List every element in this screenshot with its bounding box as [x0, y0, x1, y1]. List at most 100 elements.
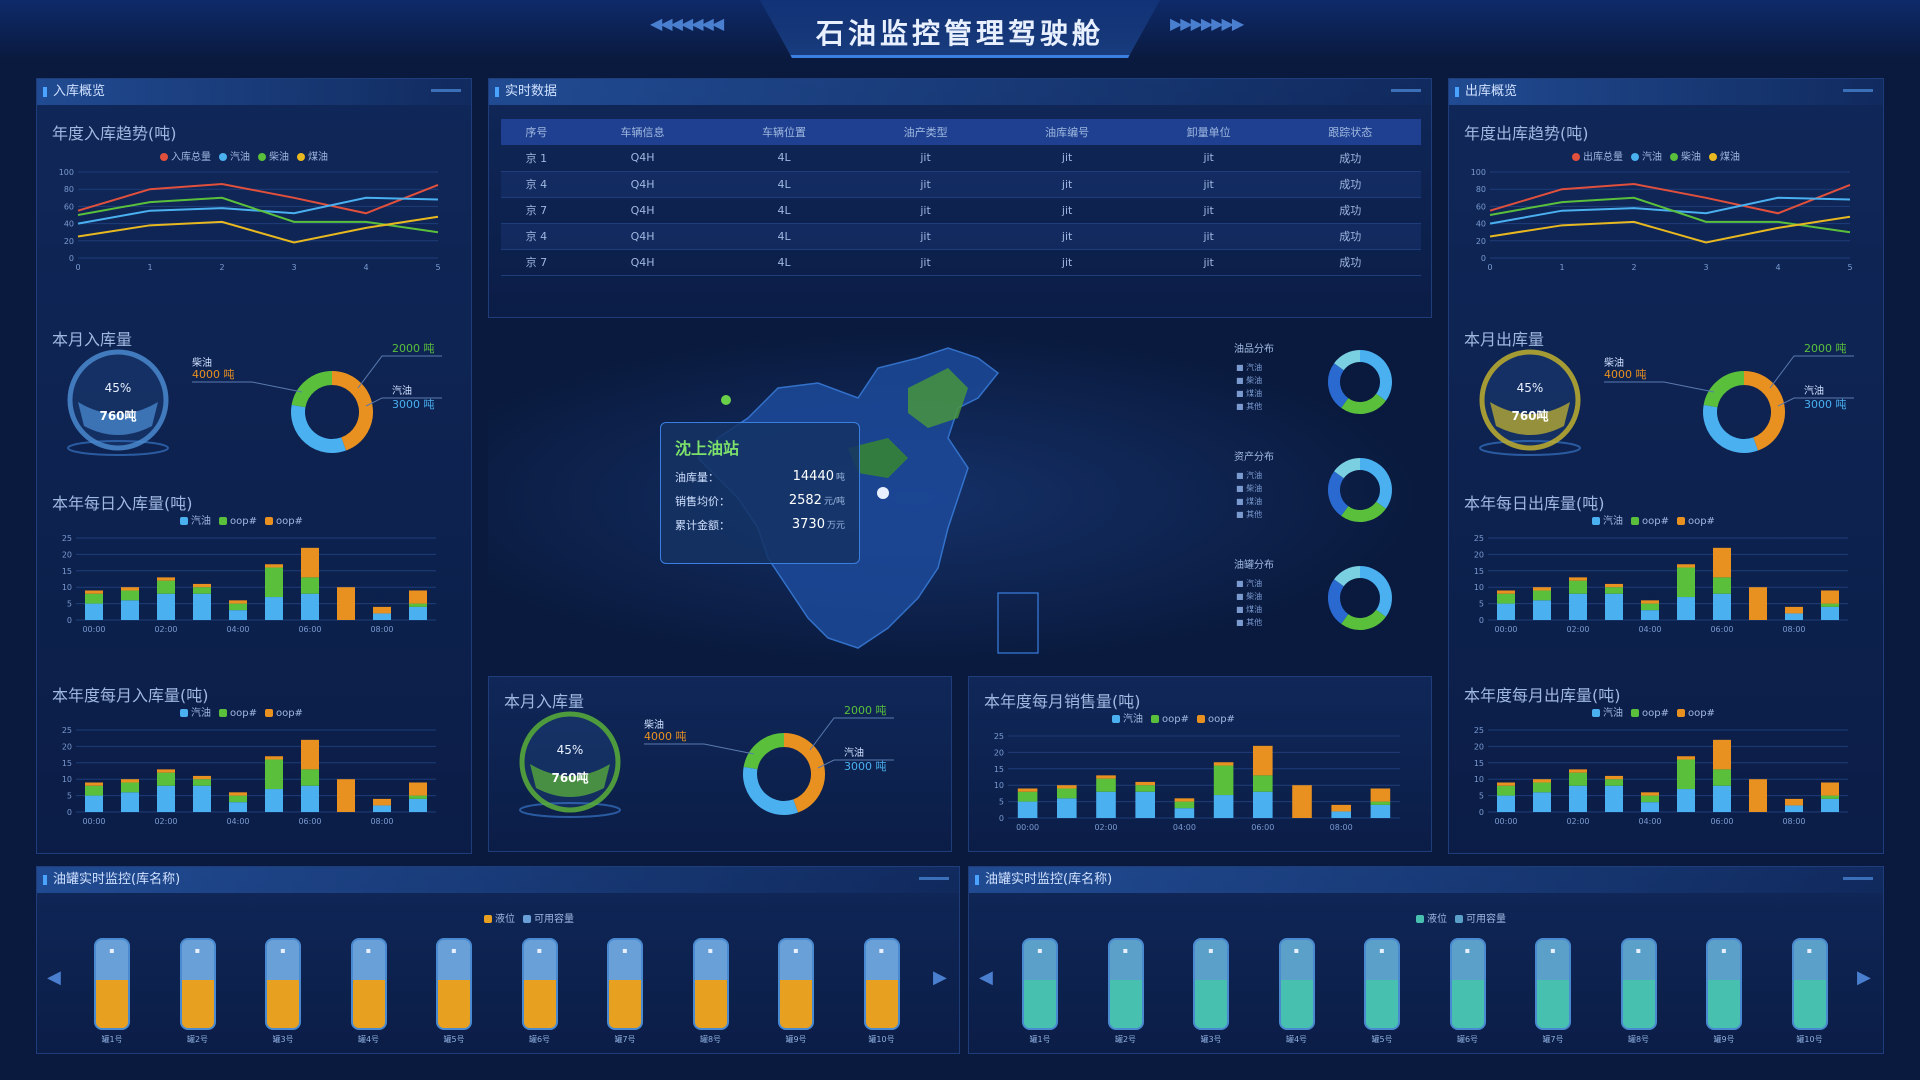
legend-label: 可用容量: [534, 914, 574, 925]
realtime-table: 序号 车辆信息 车辆位置 油产类型 油库编号 卸量单位 跟踪状态 京 1 Q4H 4…: [501, 119, 1421, 276]
bar-segment: [1497, 785, 1515, 796]
y-tick-label: 20: [1476, 237, 1486, 246]
table-row[interactable]: 京 4 Q4H 4L jit jit jit 成功: [501, 223, 1421, 249]
table-row[interactable]: 京 7 Q4H 4L jit jit jit 成功: [501, 249, 1421, 275]
bar-segment: [1057, 788, 1077, 799]
x-tick-label: 1: [1559, 263, 1564, 272]
oil-tank[interactable]: ▪: [94, 938, 130, 1030]
bar-segment: [193, 587, 211, 594]
line-chart: 0 20 40 60 80 100 0 1 2 3 4 5: [1471, 168, 1853, 272]
bar-segment: [229, 802, 247, 812]
y-tick-label: 0: [1479, 808, 1484, 817]
oil-tank[interactable]: ▪: [1791, 938, 1828, 1030]
y-tick-label: 5: [67, 792, 72, 801]
tank-fill: [96, 979, 128, 1028]
bar-segment: [1096, 775, 1116, 779]
bar-segment: [1821, 782, 1839, 796]
y-tick-label: 15: [1474, 759, 1484, 768]
oil-tank[interactable]: ▪: [1107, 938, 1144, 1030]
distribution-donut: [1328, 566, 1392, 630]
table-cell: jit: [1061, 203, 1073, 217]
distribution-item: ■ 其他: [1236, 618, 1263, 627]
tank-right-next-button[interactable]: ▶: [1857, 967, 1871, 988]
leader-line: [1777, 397, 1854, 407]
y-tick-label: 15: [1474, 567, 1484, 576]
tank-left-next-button[interactable]: ▶: [933, 967, 947, 988]
y-tick-label: 0: [69, 254, 74, 263]
oil-tank[interactable]: ▪: [521, 938, 558, 1030]
right-panel-title: 出库概览: [1465, 84, 1518, 99]
oil-tank[interactable]: ▪: [778, 938, 814, 1030]
bar-segment: [1253, 745, 1273, 776]
x-tick-label: 02:00: [1566, 625, 1589, 634]
tank-left-prev-button[interactable]: ◀: [47, 967, 61, 988]
table-row[interactable]: 京 7 Q4H 4L jit jit jit 成功: [501, 197, 1421, 223]
oil-tank[interactable]: ▪: [863, 938, 900, 1030]
donut-left-label: 柴油: [1604, 356, 1624, 369]
table-cell: 成功: [1339, 230, 1362, 243]
oil-tank[interactable]: ▪: [1706, 938, 1742, 1030]
y-tick-label: 25: [62, 726, 72, 735]
oil-tank[interactable]: ▪: [265, 938, 301, 1030]
bar-segment: [1605, 583, 1623, 588]
bar-segment: [193, 593, 211, 620]
donut-right-value: 3000 吨: [392, 398, 435, 411]
oil-tank[interactable]: ▪: [436, 938, 472, 1030]
tank-fill: [438, 979, 470, 1028]
table-row[interactable]: 京 4 Q4H 4L jit jit jit 成功: [501, 171, 1421, 197]
gauge-base: [1479, 440, 1581, 456]
tank-cap: ▪: [1122, 946, 1129, 955]
bar-segment: [265, 567, 283, 598]
x-tick-label: 08:00: [1782, 625, 1805, 634]
distribution-item: ■ 汽油: [1236, 363, 1263, 372]
oil-tank[interactable]: ▪: [1449, 938, 1486, 1030]
x-tick-label: 2: [219, 263, 224, 272]
donut-slice: [1328, 471, 1349, 516]
x-tick-label: 00:00: [82, 625, 105, 634]
oil-tank[interactable]: ▪: [1022, 938, 1058, 1030]
oil-tank[interactable]: ▪: [692, 938, 729, 1030]
tank-label: 罐1号: [1029, 1035, 1051, 1044]
y-tick-label: 20: [62, 550, 72, 559]
tank-cap: ▪: [1208, 946, 1214, 955]
oil-tank[interactable]: ▪: [607, 938, 643, 1030]
oil-tank[interactable]: ▪: [179, 938, 216, 1030]
y-tick-label: 25: [1474, 726, 1484, 735]
oil-tank[interactable]: ▪: [350, 938, 387, 1030]
oil-tank[interactable]: ▪: [1278, 938, 1315, 1030]
x-tick-label: 02:00: [154, 817, 177, 826]
right-panel: 出库概览: [1448, 78, 1884, 854]
bar-segment: [1605, 779, 1623, 786]
tank-label: 罐5号: [1371, 1035, 1393, 1044]
x-tick-label: 3: [291, 263, 296, 272]
table-cell: 4L: [777, 255, 791, 269]
leader-line: [644, 743, 755, 755]
realtime-panel-title: 实时数据: [505, 84, 558, 99]
y-tick-label: 10: [62, 583, 72, 592]
oil-tank[interactable]: ▪: [1364, 938, 1400, 1030]
oil-tank[interactable]: ▪: [1620, 938, 1657, 1030]
x-tick-label: 06:00: [298, 817, 321, 826]
oil-tank[interactable]: ▪: [1535, 938, 1571, 1030]
x-tick-label: 4: [363, 263, 368, 272]
y-tick-label: 0: [67, 616, 72, 625]
bar-segment: [1569, 772, 1587, 786]
legend-label: 可用容量: [1466, 914, 1506, 925]
bar-segment: [1569, 577, 1587, 581]
tank-fill: [609, 979, 641, 1028]
table-row[interactable]: 京 1 Q4H 4L jit jit jit 成功: [501, 145, 1421, 171]
tank-fill: [1366, 979, 1398, 1028]
tank-cap: ▪: [1037, 946, 1043, 955]
legend-label: oop#: [1207, 714, 1235, 725]
tank-cap: ▪: [1464, 946, 1471, 955]
bar-segment: [229, 610, 247, 620]
oil-tank[interactable]: ▪: [1193, 938, 1229, 1030]
legend-swatch: [1676, 517, 1685, 525]
legend-swatch: [264, 517, 273, 525]
y-tick-label: 0: [999, 814, 1004, 823]
x-tick-label: 06:00: [1251, 823, 1274, 832]
tank-label: 罐2号: [186, 1035, 209, 1044]
bar-segment: [1253, 775, 1273, 792]
tank-right-prev-button[interactable]: ◀: [979, 967, 993, 988]
